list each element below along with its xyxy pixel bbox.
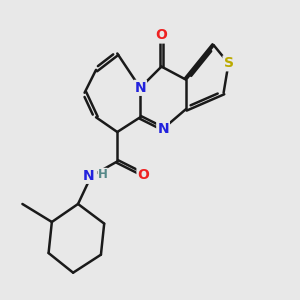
- Text: H: H: [86, 170, 96, 183]
- Text: O: O: [137, 167, 149, 182]
- Text: S: S: [224, 56, 233, 70]
- Text: N: N: [134, 81, 146, 95]
- Text: O: O: [155, 28, 167, 43]
- Text: N: N: [157, 122, 169, 136]
- Text: N: N: [83, 169, 94, 183]
- Text: H: H: [98, 168, 107, 181]
